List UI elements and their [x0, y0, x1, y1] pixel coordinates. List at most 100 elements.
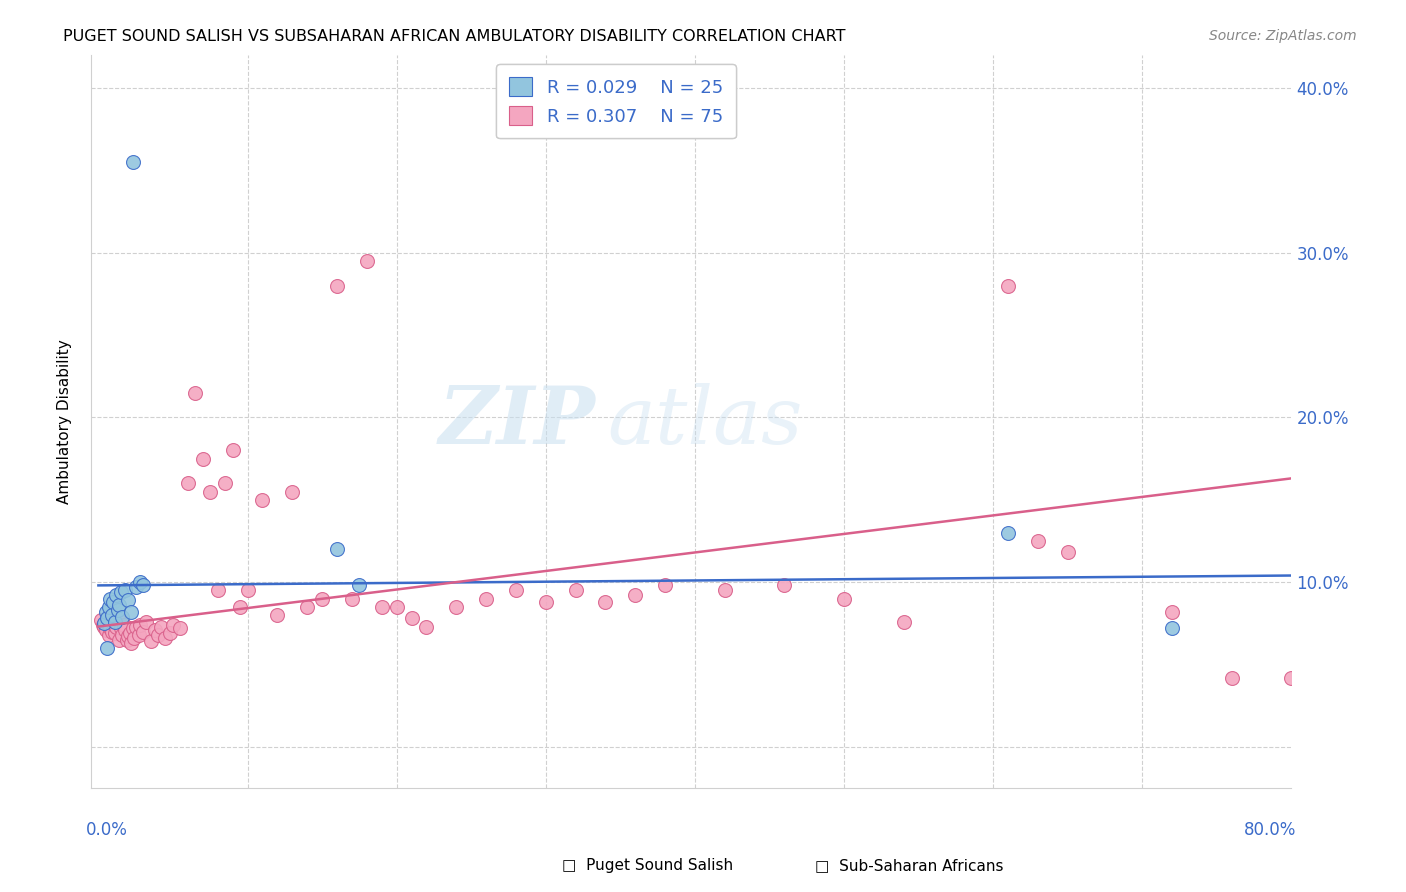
- Point: [112, 618, 135, 632]
- Text: □  Puget Sound Salish: □ Puget Sound Salish: [562, 858, 734, 872]
- Point: [98, 621, 121, 635]
- Point: [105, 619, 128, 633]
- Point: [654, 578, 676, 592]
- Point: [534, 595, 557, 609]
- Point: [117, 630, 139, 644]
- Point: [356, 254, 378, 268]
- Point: [191, 451, 214, 466]
- Point: [96, 616, 118, 631]
- Point: [129, 618, 152, 632]
- Point: [326, 278, 349, 293]
- Point: [120, 605, 142, 619]
- Point: [169, 621, 191, 635]
- Point: [96, 611, 118, 625]
- Point: [117, 593, 139, 607]
- Point: [252, 492, 274, 507]
- Point: [105, 588, 128, 602]
- Legend: R = 0.029    N = 25, R = 0.307    N = 75: R = 0.029 N = 25, R = 0.307 N = 75: [496, 64, 735, 138]
- Point: [97, 628, 120, 642]
- Point: [143, 623, 166, 637]
- Point: [200, 484, 222, 499]
- Point: [1281, 671, 1303, 685]
- Point: [104, 626, 127, 640]
- Point: [1026, 533, 1049, 548]
- Point: [103, 615, 125, 629]
- Point: [236, 583, 259, 598]
- Point: [401, 611, 423, 625]
- Point: [129, 575, 152, 590]
- Point: [221, 443, 243, 458]
- Point: [121, 621, 143, 635]
- Text: PUGET SOUND SALISH VS SUBSAHARAN AFRICAN AMBULATORY DISABILITY CORRELATION CHART: PUGET SOUND SALISH VS SUBSAHARAN AFRICAN…: [63, 29, 846, 44]
- Point: [114, 583, 136, 598]
- Point: [110, 621, 132, 635]
- Point: [159, 626, 181, 640]
- Point: [415, 619, 437, 633]
- Point: [475, 591, 498, 606]
- Point: [118, 626, 141, 640]
- Point: [997, 525, 1019, 540]
- Point: [121, 155, 143, 169]
- Point: [997, 278, 1019, 293]
- Point: [1161, 605, 1184, 619]
- Point: [505, 583, 527, 598]
- Point: [114, 623, 136, 637]
- Point: [111, 628, 134, 642]
- Point: [110, 585, 132, 599]
- Point: [281, 484, 304, 499]
- Point: [97, 599, 120, 614]
- Text: Source: ZipAtlas.com: Source: ZipAtlas.com: [1209, 29, 1357, 43]
- Point: [135, 615, 157, 629]
- Point: [371, 599, 394, 614]
- Point: [1161, 621, 1184, 635]
- Point: [311, 591, 333, 606]
- Point: [349, 578, 371, 592]
- Point: [101, 608, 124, 623]
- Text: atlas: atlas: [607, 383, 803, 460]
- Point: [122, 631, 145, 645]
- Point: [104, 615, 127, 629]
- Text: 0.0%: 0.0%: [86, 821, 128, 839]
- Point: [214, 476, 236, 491]
- Point: [564, 583, 586, 598]
- Point: [108, 598, 131, 612]
- Point: [120, 636, 142, 650]
- Point: [103, 595, 125, 609]
- Point: [184, 385, 207, 400]
- Point: [340, 591, 363, 606]
- Point: [101, 624, 124, 639]
- Point: [98, 591, 121, 606]
- Point: [93, 616, 115, 631]
- Point: [595, 595, 617, 609]
- Point: [139, 634, 162, 648]
- Point: [107, 611, 129, 625]
- Point: [326, 542, 349, 557]
- Point: [624, 588, 647, 602]
- Text: ZIP: ZIP: [439, 383, 595, 460]
- Point: [773, 578, 796, 592]
- Point: [107, 603, 129, 617]
- Point: [94, 605, 117, 619]
- Y-axis label: Ambulatory Disability: Ambulatory Disability: [58, 339, 72, 504]
- Point: [832, 591, 855, 606]
- Text: 80.0%: 80.0%: [1244, 821, 1296, 839]
- Point: [229, 599, 252, 614]
- Point: [132, 578, 155, 592]
- Point: [108, 632, 131, 647]
- Point: [124, 580, 146, 594]
- Point: [177, 476, 200, 491]
- Point: [124, 619, 146, 633]
- Point: [713, 583, 735, 598]
- Point: [1056, 545, 1078, 559]
- Point: [128, 628, 150, 642]
- Point: [162, 618, 184, 632]
- Point: [90, 613, 112, 627]
- Point: [94, 623, 117, 637]
- Point: [132, 624, 155, 639]
- Point: [446, 599, 468, 614]
- Point: [1220, 671, 1243, 685]
- Point: [93, 619, 115, 633]
- Point: [96, 640, 118, 655]
- Point: [207, 583, 229, 598]
- Point: [266, 608, 288, 623]
